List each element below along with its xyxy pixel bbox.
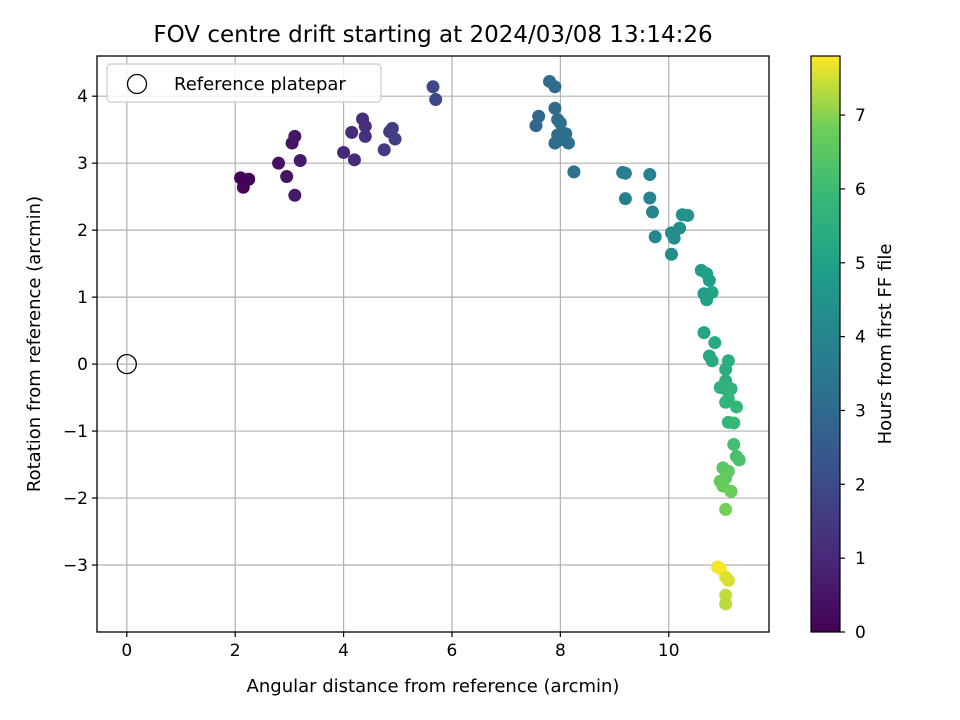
- y-tick-label: 3: [77, 154, 88, 174]
- data-point: [272, 156, 286, 170]
- colorbar-ticks: 0 1 2 3 4 5 6 7: [840, 106, 866, 643]
- data-point: [727, 437, 741, 451]
- grid-lines: [97, 56, 769, 632]
- y-tick-label: −3: [63, 556, 88, 576]
- plot-frame: [96, 55, 770, 633]
- colorbar-tick-label: 4: [855, 328, 866, 348]
- data-point: [719, 597, 733, 611]
- y-tick-label: −2: [63, 489, 88, 509]
- data-point: [548, 80, 562, 94]
- colorbar-tick-label: 5: [855, 254, 866, 274]
- data-point: [567, 165, 581, 179]
- colorbar-tick-label: 1: [855, 549, 866, 569]
- data-point: [702, 273, 716, 287]
- x-tick-label: 8: [555, 641, 566, 661]
- y-tick-label: 0: [77, 355, 88, 375]
- reference-point: [116, 353, 137, 375]
- colorbar-gradient: [810, 55, 841, 633]
- legend-box: [106, 63, 382, 103]
- data-point: [280, 170, 294, 184]
- colorbar-tick-label: 7: [855, 106, 866, 126]
- data-point: [532, 109, 546, 123]
- data-point: [426, 80, 440, 94]
- x-tick-label: 4: [338, 641, 349, 661]
- data-point: [727, 416, 741, 430]
- data-point: [385, 121, 399, 135]
- data-point: [388, 132, 402, 146]
- x-axis-label: Angular distance from reference (arcmin): [247, 676, 620, 697]
- legend-marker-icon: [126, 73, 148, 95]
- data-point: [236, 180, 250, 194]
- data-point: [548, 101, 562, 115]
- data-point: [618, 192, 632, 206]
- data-point: [732, 453, 746, 467]
- y-tick-label: 2: [77, 221, 88, 241]
- y-axis-label: Rotation from reference (arcmin): [24, 196, 45, 492]
- y-tick-label: −1: [63, 422, 88, 442]
- data-point: [681, 208, 695, 222]
- data-point: [724, 484, 738, 498]
- data-point: [288, 129, 302, 143]
- data-points: [234, 74, 746, 611]
- y-tick-label: 4: [77, 87, 88, 107]
- colorbar-label: Hours from first FF file: [875, 244, 896, 445]
- data-point: [561, 136, 575, 150]
- data-point: [643, 191, 657, 205]
- data-point: [553, 116, 567, 130]
- data-point: [358, 129, 372, 143]
- reference-marker: [116, 353, 137, 375]
- data-point: [293, 153, 307, 167]
- x-tick-label: 6: [447, 641, 458, 661]
- data-point: [708, 336, 722, 350]
- x-tick-label: 2: [230, 641, 241, 661]
- legend-label: Reference platepar: [174, 74, 346, 95]
- data-point: [345, 125, 359, 139]
- legend: Reference platepar: [106, 63, 382, 103]
- colorbar-tick-label: 3: [855, 401, 866, 421]
- data-point: [724, 382, 738, 396]
- colorbar: 0 1 2 3 4 5 6 7 Hours from first FF file: [810, 55, 896, 643]
- data-point: [729, 400, 743, 414]
- data-point: [358, 119, 372, 133]
- data-point: [643, 168, 657, 182]
- x-axis: 0 2 4 6 8 10: [121, 632, 680, 661]
- data-point: [719, 502, 733, 516]
- data-point: [697, 326, 711, 340]
- data-point: [721, 392, 735, 406]
- data-point: [645, 205, 659, 219]
- data-point: [721, 354, 735, 368]
- data-point: [618, 166, 632, 180]
- data-point: [648, 230, 662, 244]
- chart-title: FOV centre drift starting at 2024/03/08 …: [153, 22, 712, 48]
- y-tick-label: 1: [77, 288, 88, 308]
- data-point: [721, 573, 735, 587]
- data-point: [673, 221, 687, 235]
- data-point: [664, 247, 678, 261]
- data-point: [705, 354, 719, 368]
- y-axis: −3 −2 −1 0 1 2 3 4: [63, 87, 97, 576]
- data-point: [337, 145, 351, 159]
- data-point: [347, 153, 361, 167]
- data-point: [288, 188, 302, 202]
- data-point: [377, 143, 391, 157]
- data-point: [705, 285, 719, 299]
- colorbar-tick-label: 6: [855, 180, 866, 200]
- x-tick-label: 0: [121, 641, 132, 661]
- data-point: [429, 93, 443, 107]
- colorbar-tick-label: 0: [855, 623, 866, 643]
- colorbar-tick-label: 2: [855, 475, 866, 495]
- x-tick-label: 10: [658, 641, 680, 661]
- data-point: [667, 231, 681, 245]
